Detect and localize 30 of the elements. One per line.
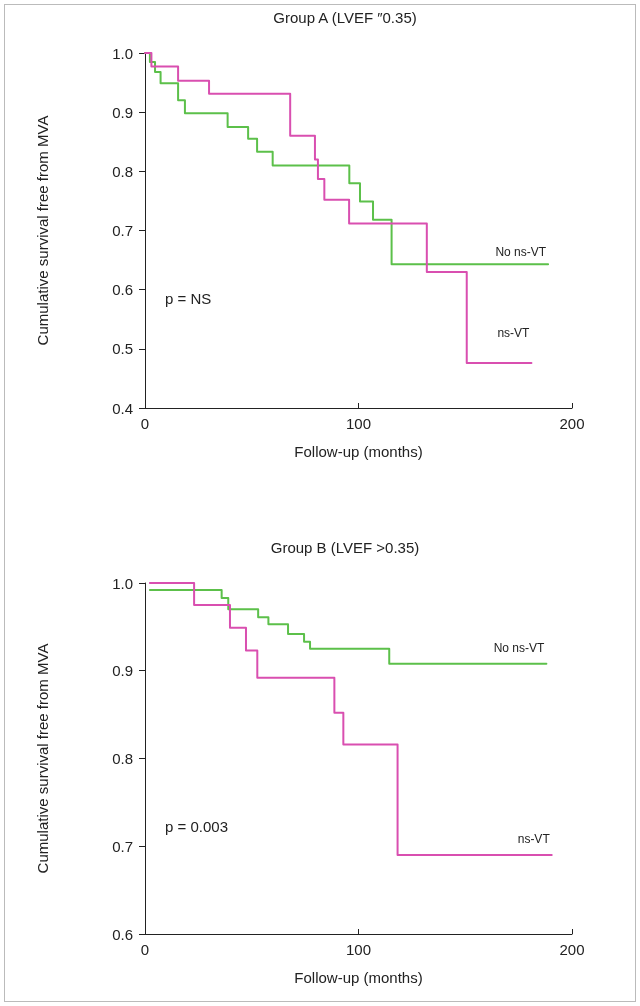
y-tick-label: 0.9 [112,103,133,121]
x-tick-label: 100 [345,415,372,432]
y-tick-label: 0.4 [112,399,133,417]
x-tick-label: 0 [140,415,150,432]
y-axis-title: Cumulative survival free from MVA [34,643,51,874]
annotation: p = NS [165,290,212,307]
x-axis-title: Follow-up (months) [294,969,423,986]
y-tick-label: 0.9 [112,662,133,680]
y-tick-label: 0.7 [112,222,133,239]
y-tick-label: 1.0 [112,44,133,62]
x-axis-title: Follow-up (months) [294,443,423,460]
y-tick-label: 0.6 [112,281,133,299]
series-label: ns-VT [497,326,531,341]
series-label: No ns-VT [495,245,547,260]
series-label: ns-VT [517,832,551,847]
y-tick-label: 0.6 [112,925,133,943]
y-tick-label: 0.7 [112,837,133,855]
chart-title: Group B (LVEF >0.35) [270,539,420,556]
x-tick-label: 200 [559,415,585,432]
annotation: p = 0.003 [165,818,228,835]
x-tick-label: 100 [345,941,372,958]
y-tick-label: 0.8 [112,750,133,767]
series-label: No ns-VT [493,640,546,655]
y-tick-label: 0.5 [112,340,133,358]
x-tick-label: 200 [559,941,585,958]
y-tick-label: 1.0 [112,574,133,592]
x-tick-label: 0 [140,941,150,958]
y-axis-title: Cumulative survival free from MVA [34,115,51,346]
chart-title: Group A (LVEF ″0.35) [273,9,417,26]
y-tick-label: 0.8 [112,162,133,180]
